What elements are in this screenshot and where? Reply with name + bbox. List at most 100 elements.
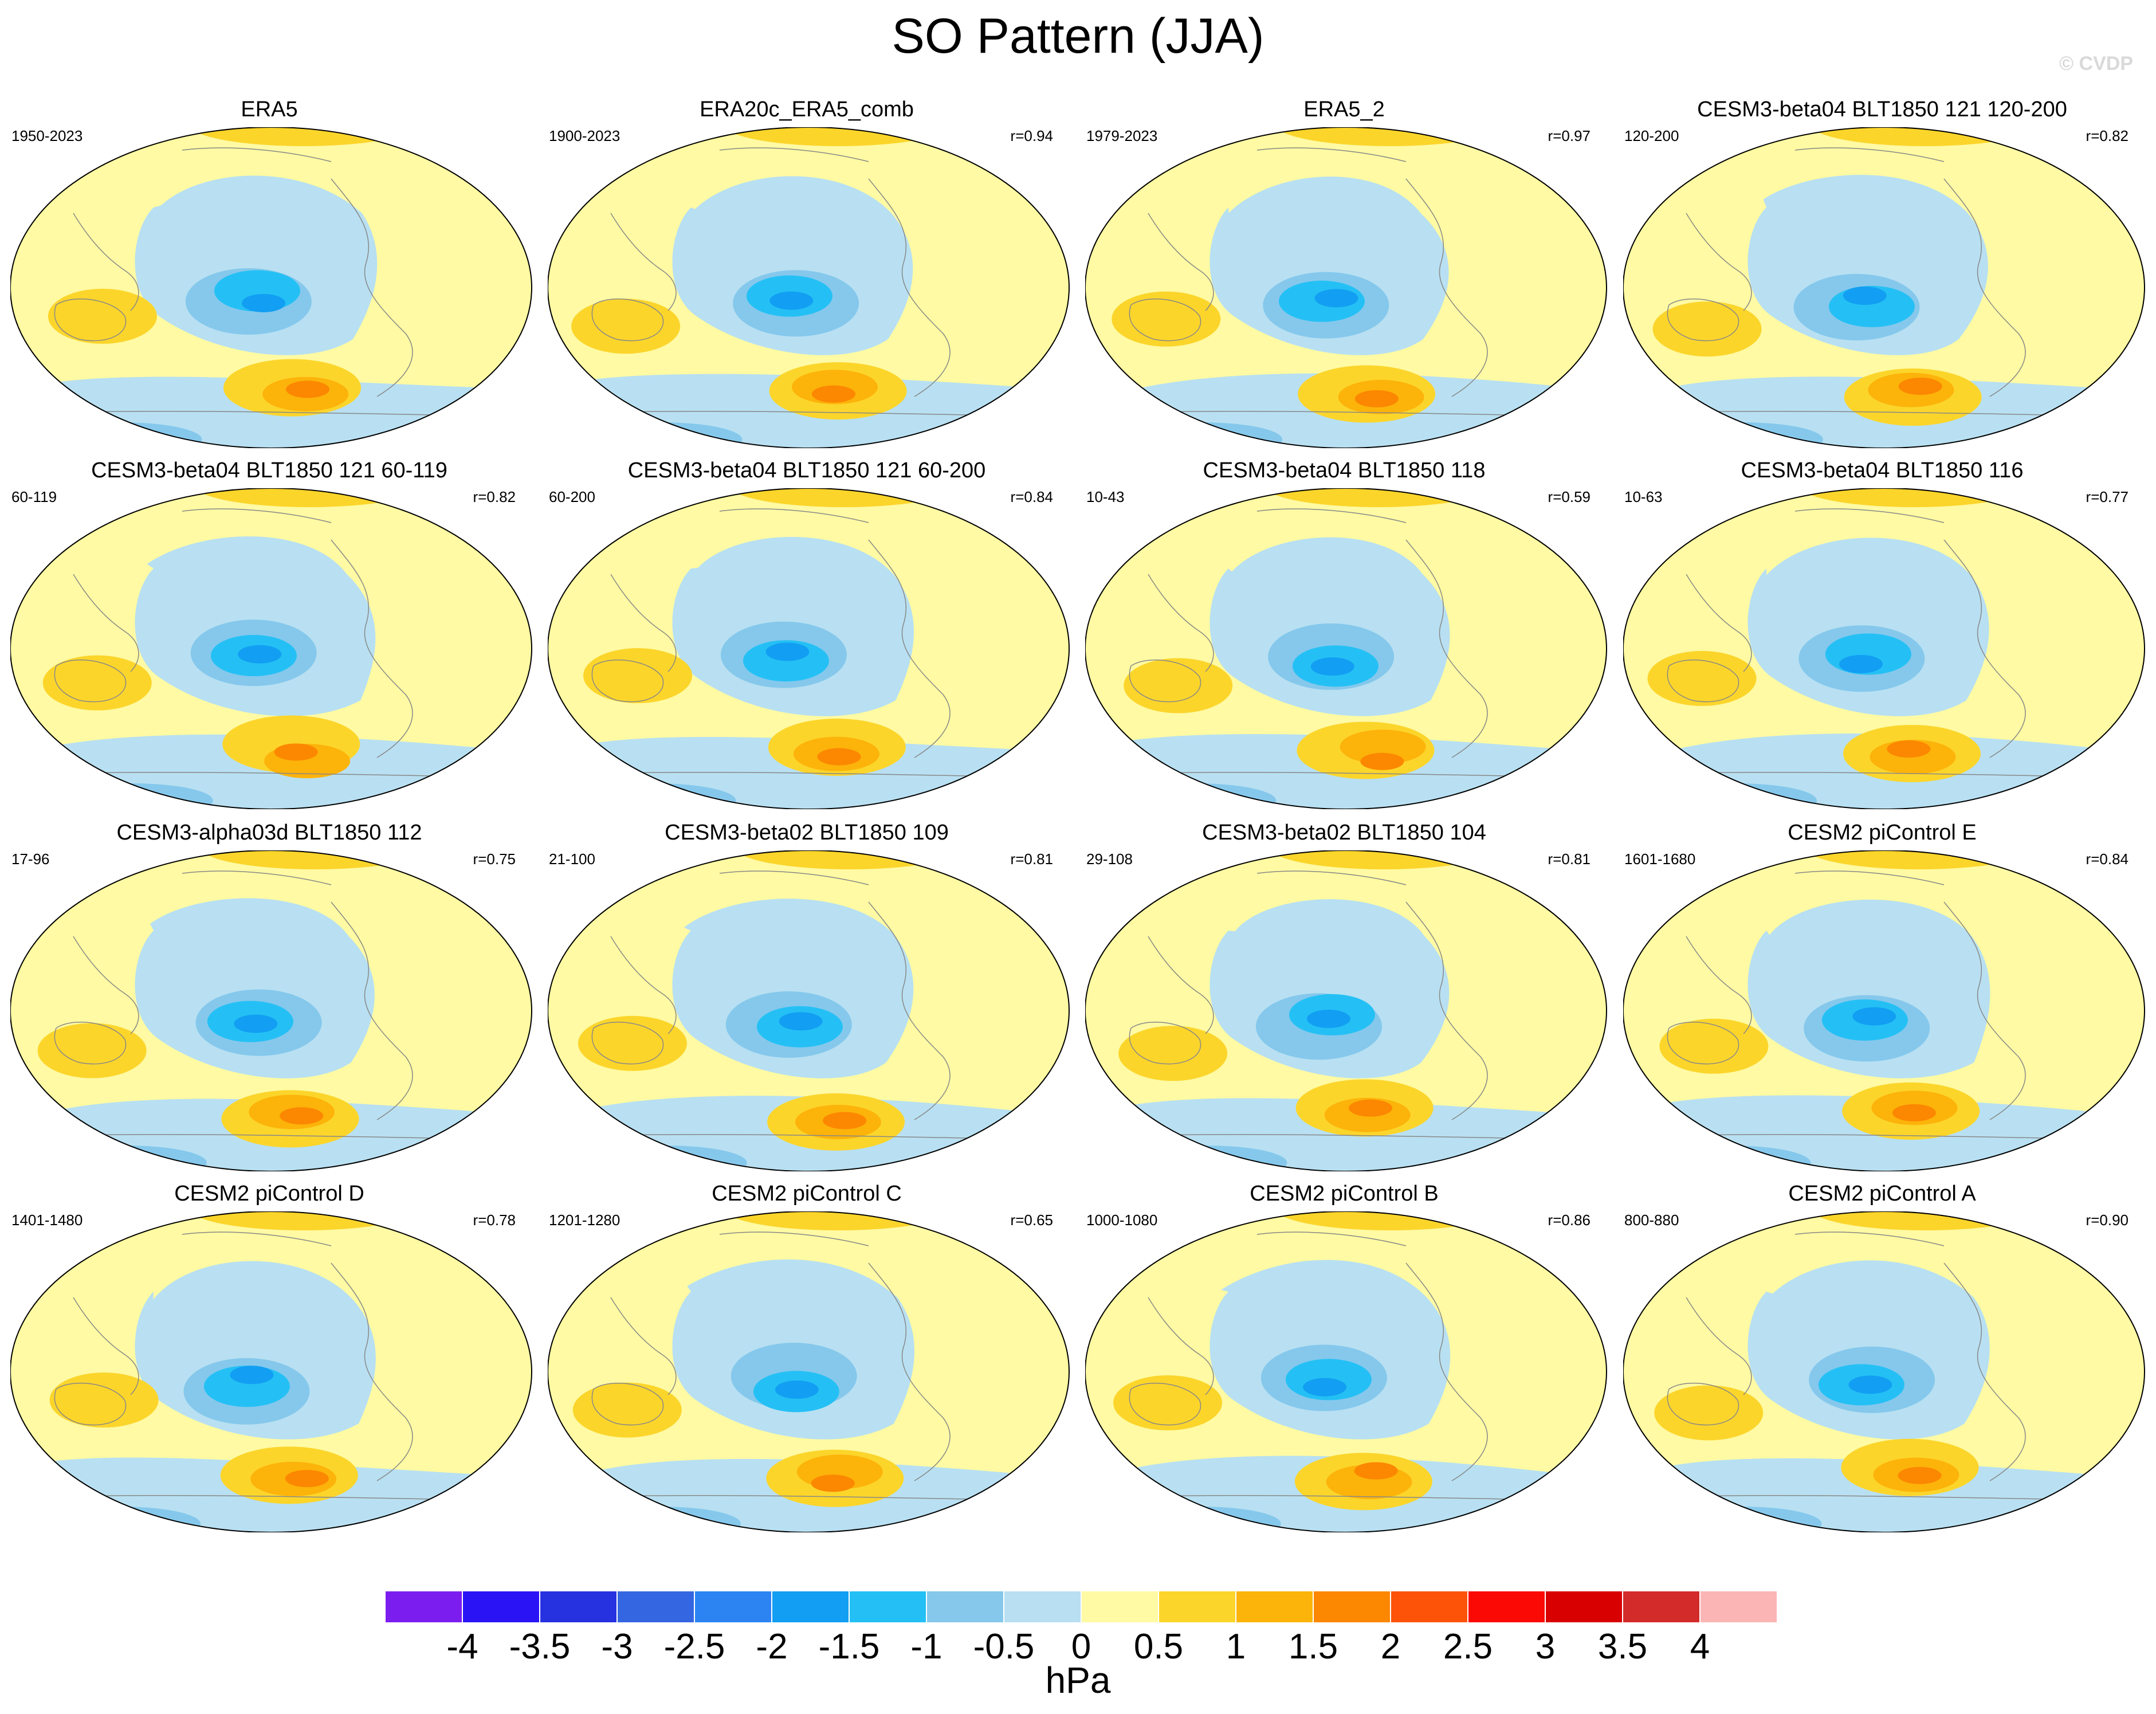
panel-period: 10-43 xyxy=(1086,488,1125,505)
map-panel: CESM2 piControl A 800-880 r=0.90 xyxy=(1613,1182,2151,1537)
colorbar-segment xyxy=(1313,1590,1391,1623)
colorbar-segment xyxy=(539,1590,618,1623)
panel-correlation: r=0.78 xyxy=(473,1211,516,1229)
panel-correlation: r=0.94 xyxy=(1010,127,1053,144)
panel-title: CESM2 piControl C xyxy=(712,1182,902,1206)
map-plot xyxy=(1085,488,1607,809)
map-panel: CESM3-beta04 BLT1850 118 10-43 r=0.59 xyxy=(1075,458,1613,814)
panel-period: 1000-1080 xyxy=(1086,1211,1158,1229)
panel-correlation: r=0.84 xyxy=(1010,488,1053,505)
map-panel: ERA5 1950-2023 xyxy=(0,97,539,453)
panel-title: ERA20c_ERA5_comb xyxy=(700,97,914,121)
panel-title: CESM2 piControl D xyxy=(174,1182,364,1206)
map-panel: CESM3-alpha03d BLT1850 112 17-96 r=0.75 xyxy=(0,821,539,1176)
panel-correlation: r=0.84 xyxy=(2086,850,2128,868)
panel-correlation: r=0.81 xyxy=(1548,850,1591,868)
map-panel: CESM2 piControl C 1201-1280 r=0.65 xyxy=(537,1182,1076,1537)
panel-correlation: r=0.65 xyxy=(1010,1211,1053,1229)
map-plot xyxy=(1623,1211,2145,1532)
map-plot xyxy=(1623,850,2145,1171)
panel-period: 1950-2023 xyxy=(11,127,83,144)
colorbar-segment xyxy=(1390,1590,1468,1623)
panel-period: 1401-1480 xyxy=(11,1211,83,1229)
map-plot xyxy=(548,1211,1070,1532)
map-plot xyxy=(1085,127,1607,448)
map-plot xyxy=(1085,850,1607,1171)
map-panel: CESM2 piControl B 1000-1080 r=0.86 xyxy=(1075,1182,1613,1537)
map-panel: CESM3-beta04 BLT1850 116 10-63 r=0.77 xyxy=(1613,458,2151,814)
map-panel: ERA20c_ERA5_comb 1900-2023 r=0.94 xyxy=(537,97,1076,453)
map-panel: CESM3-beta04 BLT1850 121 60-200 60-200 r=0… xyxy=(537,458,1076,814)
panel-correlation: r=0.97 xyxy=(1548,127,1591,144)
map-plot xyxy=(1085,1211,1607,1532)
map-plot xyxy=(1623,488,2145,809)
map-plot xyxy=(548,850,1070,1171)
map-panel: CESM3-beta04 BLT1850 121 60-119 60-119 r=0… xyxy=(0,458,539,814)
panel-title: CESM3-beta04 BLT1850 116 xyxy=(1741,458,2024,483)
panel-period: 1900-2023 xyxy=(549,127,621,144)
panel-period: 29-108 xyxy=(1086,850,1133,868)
colorbar-segment xyxy=(771,1590,850,1623)
map-plot xyxy=(10,488,532,809)
panel-correlation: r=0.90 xyxy=(2086,1211,2128,1229)
colorbar-segment xyxy=(1622,1590,1701,1623)
map-plot xyxy=(548,488,1070,809)
map-panel: ERA5_2 1979-2023 r=0.97 xyxy=(1075,97,1613,453)
panel-period: 800-880 xyxy=(1624,1211,1679,1229)
colorbar-segment xyxy=(849,1590,927,1623)
panel-period: 17-96 xyxy=(11,850,50,868)
panel-correlation: r=0.82 xyxy=(473,488,516,505)
panel-title: CESM3-beta04 BLT1850 121 60-119 xyxy=(91,458,447,483)
colorbar-segment xyxy=(1699,1590,1778,1623)
colorbar-unit: hPa xyxy=(1045,1660,1111,1701)
watermark: © CVDP xyxy=(2059,53,2133,74)
colorbar-segment xyxy=(1235,1590,1314,1623)
panel-title: ERA5 xyxy=(241,97,298,121)
colorbar-segment xyxy=(1081,1590,1159,1623)
panel-period: 21-100 xyxy=(549,850,595,868)
panel-title: CESM3-beta04 BLT1850 121 60-200 xyxy=(627,458,986,483)
panel-title: CESM3-beta02 BLT1850 104 xyxy=(1202,821,1486,845)
map-plot xyxy=(10,850,532,1171)
colorbar-segment xyxy=(1545,1590,1623,1623)
panel-title: CESM2 piControl B xyxy=(1250,1182,1439,1206)
panel-title: CESM3-alpha03d BLT1850 112 xyxy=(116,821,422,845)
panel-title: CESM3-beta04 BLT1850 118 xyxy=(1203,458,1486,483)
colorbar-segment xyxy=(1158,1590,1236,1623)
colorbar-segment xyxy=(1467,1590,1546,1623)
panel-period: 120-200 xyxy=(1624,127,1679,144)
map-panel: CESM2 piControl D 1401-1480 r=0.78 xyxy=(0,1182,539,1537)
panel-title: CESM2 piControl A xyxy=(1788,1182,1976,1206)
map-panel: CESM3-beta04 BLT1850 121 120-200 120-200 r… xyxy=(1613,97,2151,453)
panel-title: CESM3-beta02 BLT1850 109 xyxy=(665,821,949,845)
panel-correlation: r=0.75 xyxy=(473,850,516,868)
panel-correlation: r=0.82 xyxy=(2086,127,2128,144)
panel-title: CESM3-beta04 BLT1850 121 120-200 xyxy=(1697,97,2067,121)
panel-period: 1979-2023 xyxy=(1086,127,1158,144)
panel-period: 10-63 xyxy=(1624,488,1663,505)
panel-correlation: r=0.77 xyxy=(2086,488,2128,505)
colorbar-segment xyxy=(384,1590,463,1623)
colorbar-segment xyxy=(1003,1590,1082,1623)
map-plot xyxy=(548,127,1070,448)
map-panel: CESM3-beta02 BLT1850 104 29-108 r=0.81 xyxy=(1075,821,1613,1176)
panel-correlation: r=0.86 xyxy=(1548,1211,1591,1229)
panel-period: 60-119 xyxy=(11,488,57,505)
figure-title: SO Pattern (JJA) xyxy=(892,9,1264,64)
map-plot xyxy=(10,1211,532,1532)
colorbar-segment xyxy=(462,1590,540,1623)
panel-correlation: r=0.59 xyxy=(1548,488,1591,505)
panel-period: 1601-1680 xyxy=(1624,850,1696,868)
panel-title: CESM2 piControl E xyxy=(1788,821,1977,845)
panel-title: ERA5_2 xyxy=(1303,97,1385,121)
colorbar-segment xyxy=(616,1590,695,1623)
colorbar-segment xyxy=(694,1590,772,1623)
panel-period: 1201-1280 xyxy=(549,1211,621,1229)
map-panel: CESM3-beta02 BLT1850 109 21-100 r=0.81 xyxy=(537,821,1076,1176)
colorbar-segment xyxy=(926,1590,1004,1623)
map-plot xyxy=(1623,127,2145,448)
map-panel: CESM2 piControl E 1601-1680 r=0.84 xyxy=(1613,821,2151,1176)
panel-correlation: r=0.81 xyxy=(1010,850,1053,868)
panel-period: 60-200 xyxy=(549,488,595,505)
map-plot xyxy=(10,127,532,448)
